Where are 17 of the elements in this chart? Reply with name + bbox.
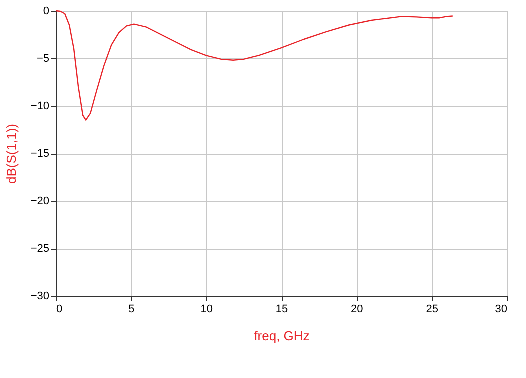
y-axis-title: dB(S(1,1)) bbox=[4, 124, 19, 184]
y-tick-label: −15 bbox=[30, 148, 50, 160]
y-tick-label: −25 bbox=[30, 243, 50, 255]
x-tick-label: 20 bbox=[351, 304, 364, 316]
x-tick-label: 0 bbox=[56, 304, 63, 316]
y-tick-label: −10 bbox=[30, 100, 50, 112]
x-tick-label: 15 bbox=[276, 304, 288, 316]
y-tick-label: 0 bbox=[43, 6, 50, 18]
x-axis-title: freq, GHz bbox=[254, 328, 310, 344]
y-tick-label: −30 bbox=[30, 290, 50, 302]
x-tick-label: 10 bbox=[200, 304, 213, 316]
line-series bbox=[55, 10, 454, 121]
x-tick-label: 25 bbox=[426, 304, 438, 316]
y-tick-label: −5 bbox=[36, 53, 50, 65]
y-tick-label: −20 bbox=[30, 196, 50, 208]
x-tick-label: 30 bbox=[495, 304, 508, 316]
x-tick-label: 5 bbox=[128, 304, 135, 316]
